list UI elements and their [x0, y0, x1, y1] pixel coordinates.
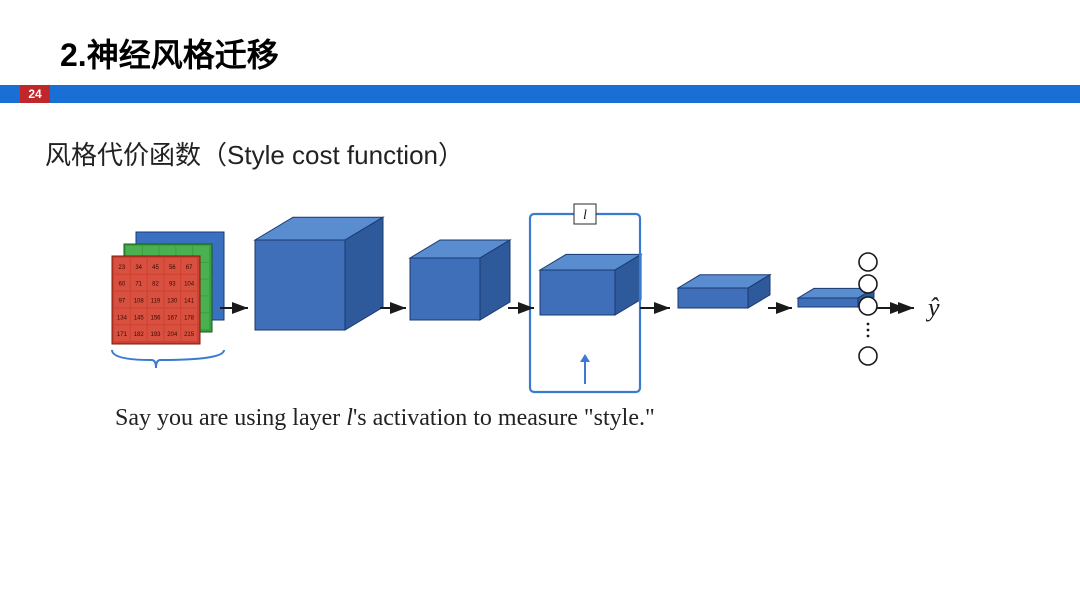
svg-text:156: 156: [150, 315, 161, 321]
caption-suffix: 's activation to measure "style.": [353, 405, 655, 431]
svg-text:23: 23: [119, 265, 126, 271]
svg-text:82: 82: [152, 282, 159, 288]
svg-text:193: 193: [150, 332, 161, 338]
svg-text:60: 60: [119, 282, 126, 288]
svg-text:141: 141: [184, 299, 195, 305]
svg-text:l: l: [583, 208, 587, 223]
svg-text:182: 182: [134, 332, 145, 338]
svg-text:130: 130: [167, 299, 178, 305]
svg-text:171: 171: [117, 332, 128, 338]
diagram-caption: Say you are using layer l's activation t…: [115, 405, 655, 432]
svg-text:145: 145: [134, 315, 145, 321]
slide-title: 2.神经风格迁移: [60, 30, 279, 76]
svg-text:45: 45: [152, 265, 159, 271]
svg-text:104: 104: [184, 282, 195, 288]
svg-text:119: 119: [151, 299, 161, 305]
svg-text:204: 204: [167, 332, 178, 338]
svg-text:134: 134: [117, 315, 128, 321]
divider-bar: [0, 85, 1080, 103]
slide-subtitle: 风格代价函数（Style cost function）: [45, 135, 464, 172]
svg-text:71: 71: [135, 282, 142, 288]
svg-text:108: 108: [134, 299, 145, 305]
svg-text:97: 97: [119, 299, 126, 305]
svg-text:167: 167: [167, 315, 178, 321]
svg-text:67: 67: [186, 265, 193, 271]
svg-text:56: 56: [169, 265, 176, 271]
svg-text:34: 34: [135, 265, 142, 271]
svg-text:ŷ: ŷ: [925, 293, 940, 322]
caption-prefix: Say you are using layer: [115, 405, 346, 431]
svg-text:178: 178: [184, 315, 195, 321]
caption-layer-symbol: l: [346, 405, 353, 431]
page-number-badge: 24: [20, 85, 50, 103]
svg-text:93: 93: [169, 282, 176, 288]
svg-text:215: 215: [184, 332, 195, 338]
